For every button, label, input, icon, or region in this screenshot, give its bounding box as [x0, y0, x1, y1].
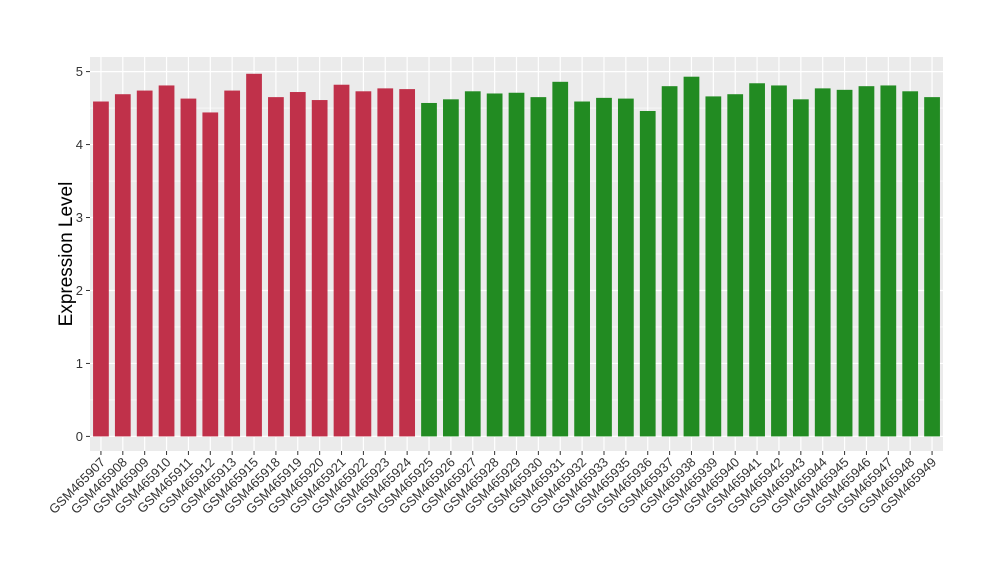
bar-GSM465913 — [224, 90, 241, 437]
bar-GSM465939 — [705, 96, 722, 437]
bar-GSM465926 — [443, 99, 459, 437]
bar-GSM465908 — [114, 94, 131, 437]
bar-GSM465921 — [333, 84, 350, 437]
bar-GSM465925 — [421, 102, 437, 437]
bar-GSM465918 — [268, 97, 284, 437]
bar-GSM465929 — [508, 92, 525, 437]
y-tick-label: 0 — [76, 429, 83, 444]
bar-GSM465941 — [749, 83, 765, 437]
y-tick-label: 2 — [76, 283, 83, 298]
bar-GSM465947 — [880, 85, 897, 437]
bar-GSM465907 — [93, 101, 109, 437]
bar-GSM465932 — [574, 101, 590, 437]
y-tick-label: 4 — [76, 137, 83, 152]
bar-GSM465915 — [246, 73, 262, 437]
bar-GSM465911 — [180, 98, 197, 437]
bar-GSM465933 — [596, 97, 612, 437]
bar-GSM465949 — [924, 97, 940, 437]
bar-GSM465919 — [289, 92, 306, 437]
bar-GSM465943 — [792, 99, 809, 437]
y-axis-title: Expression Level — [56, 182, 77, 327]
y-axis: 0 1 2 3 4 5 — [76, 64, 90, 444]
x-axis: GSM465907GSM465908GSM465909GSM465910GSM4… — [46, 451, 939, 517]
bar-GSM465909 — [136, 90, 153, 437]
bar-GSM465928 — [486, 93, 503, 437]
y-tick-label: 1 — [76, 356, 83, 371]
bar-GSM465920 — [311, 100, 328, 437]
bar-GSM465931 — [552, 81, 569, 437]
bar-GSM465930 — [530, 97, 547, 437]
bar-GSM465924 — [399, 89, 416, 437]
bar-GSM465922 — [355, 91, 372, 437]
bar-GSM465927 — [464, 91, 481, 437]
bar-GSM465942 — [771, 85, 787, 437]
bar-GSM465936 — [639, 110, 656, 437]
y-tick-label: 5 — [76, 64, 83, 79]
bar-GSM465946 — [858, 86, 875, 437]
bars — [93, 73, 940, 437]
bar-GSM465937 — [661, 86, 678, 437]
bar-GSM465923 — [377, 88, 394, 437]
bar-GSM465910 — [158, 85, 175, 437]
bar-GSM465944 — [814, 88, 831, 437]
bar-GSM465935 — [617, 98, 634, 437]
bar-GSM465912 — [202, 112, 219, 437]
y-tick-label: 3 — [76, 210, 83, 225]
bar-GSM465948 — [902, 91, 919, 437]
bar-GSM465938 — [683, 76, 700, 437]
bar-GSM465940 — [727, 94, 744, 437]
bar-GSM465945 — [836, 89, 853, 437]
